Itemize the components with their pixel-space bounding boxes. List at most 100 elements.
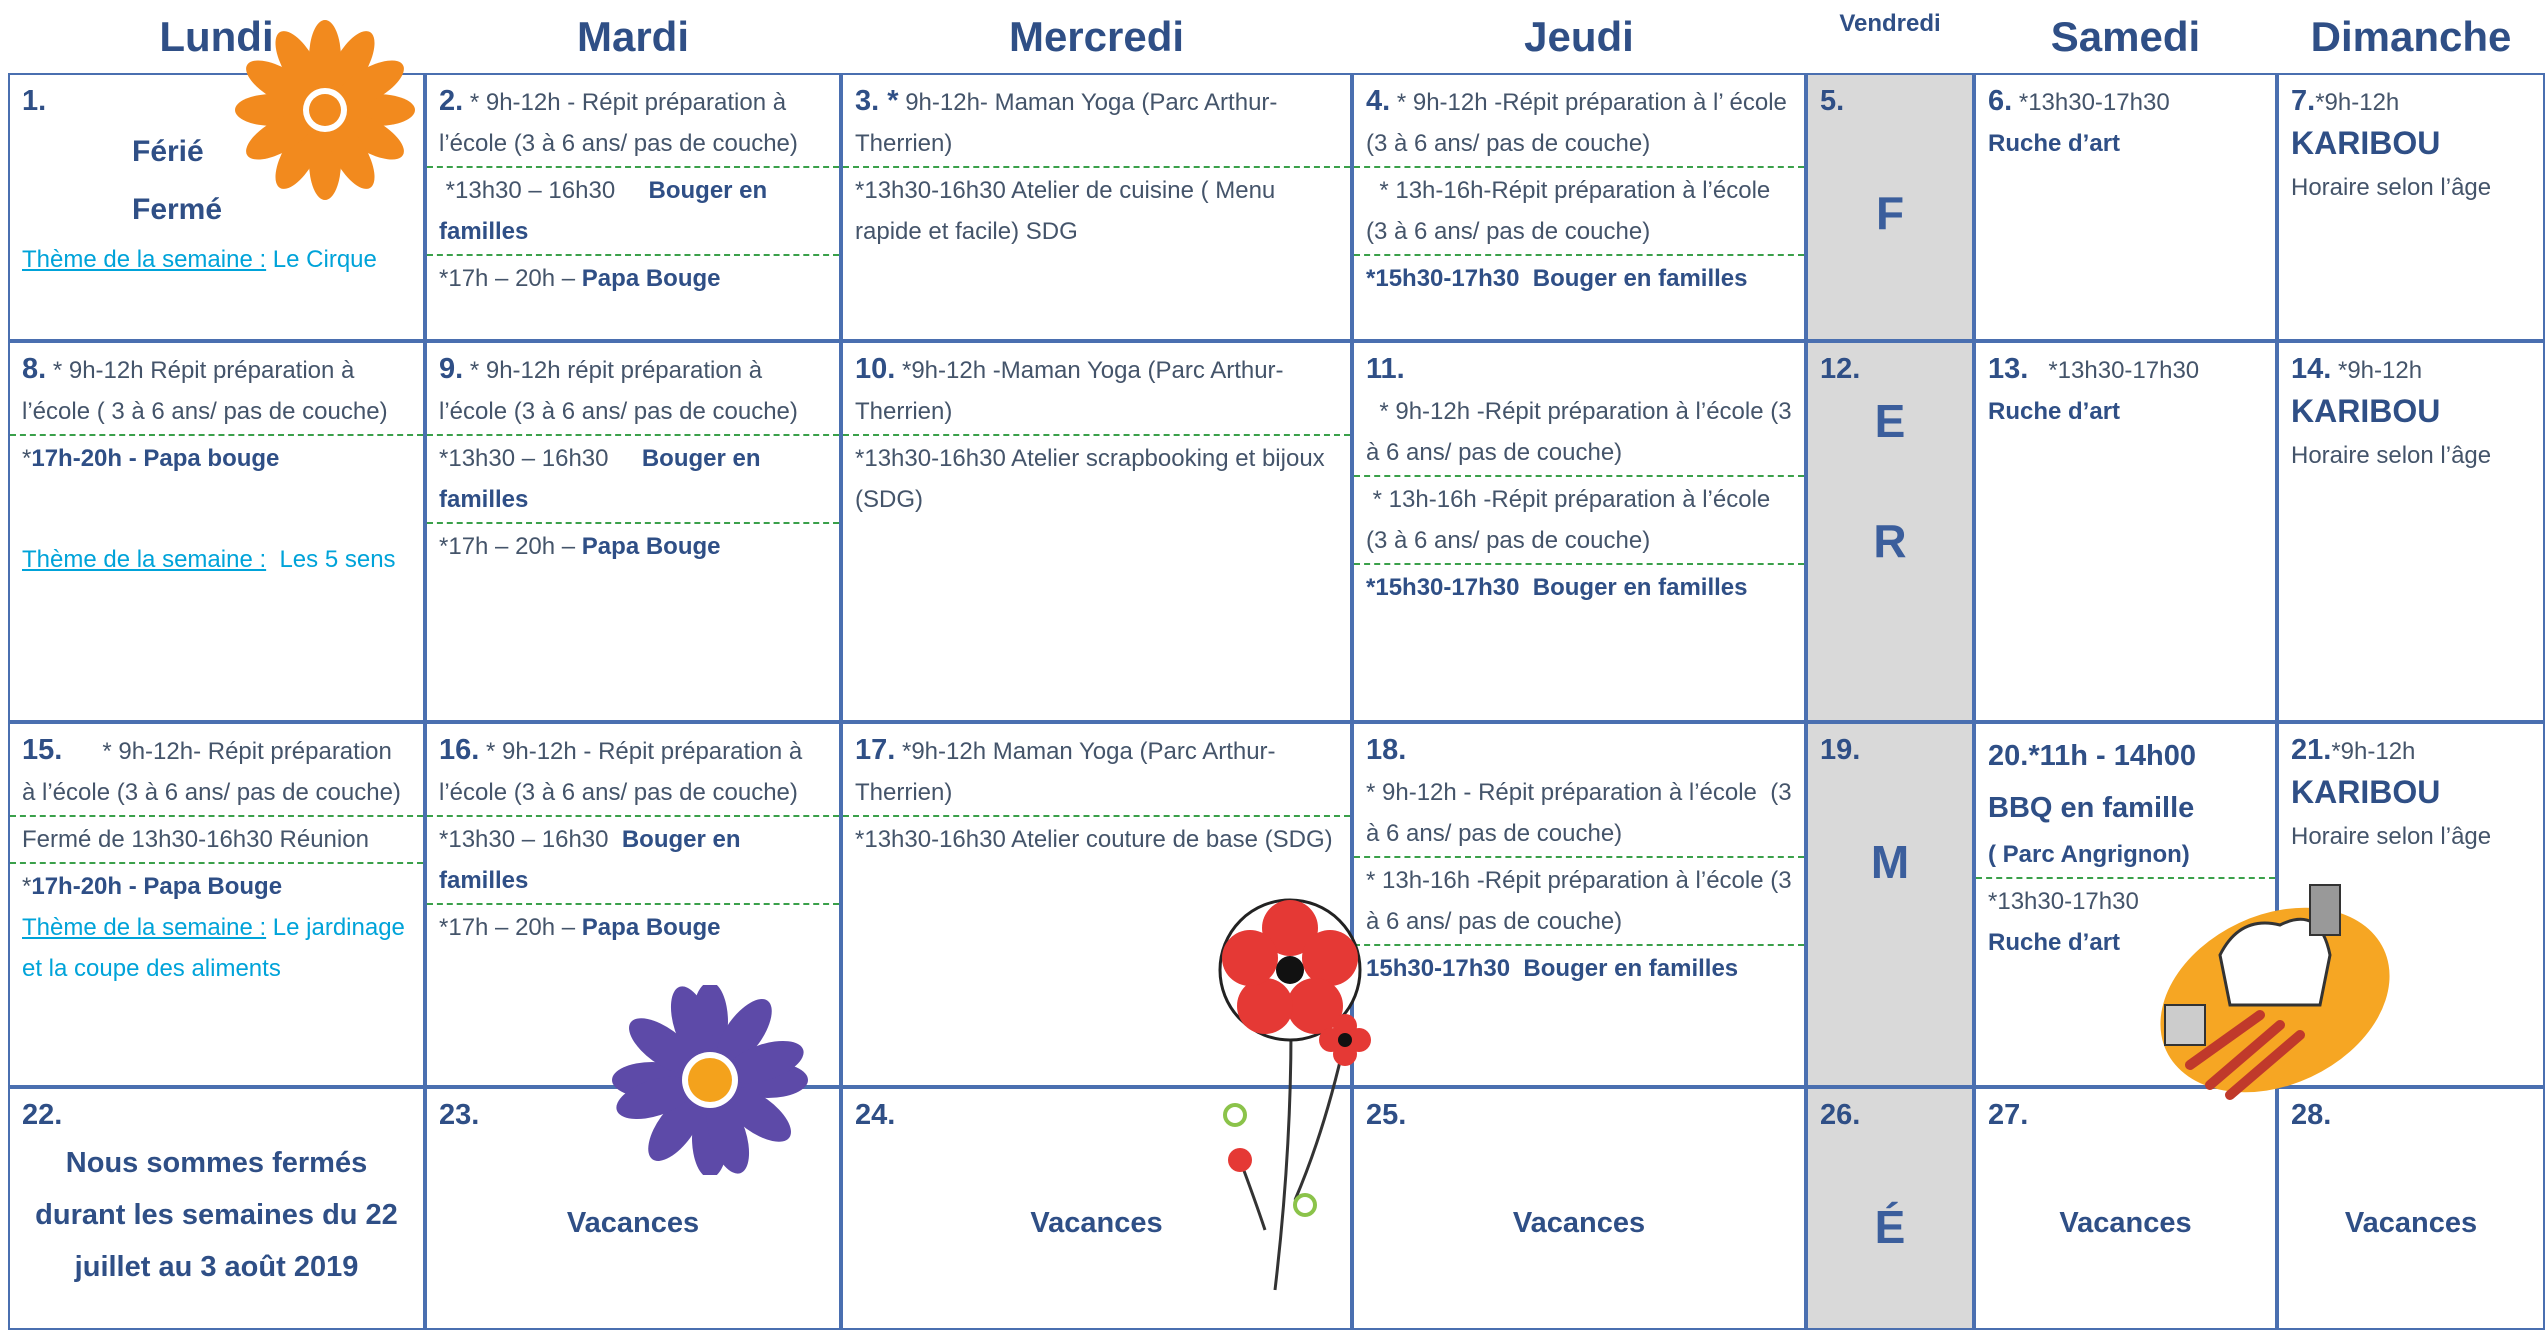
text-run: Vacances <box>2059 1207 2192 1239</box>
text-run: *9h-12h Maman Yoga (Parc Arthur-Therrien… <box>855 738 1276 806</box>
entry-text: *9h-12h <box>2315 89 2399 116</box>
text-run: F <box>1875 187 1905 239</box>
entry-text: Férié <box>22 123 411 181</box>
entry-text: ( Parc Angrignon) <box>1988 834 2263 875</box>
separator <box>427 903 839 905</box>
separator <box>10 434 423 436</box>
text-run: * 9h-12h Répit préparation à l’école ( 3… <box>22 357 388 425</box>
day-header: Mercredi <box>1008 12 1185 60</box>
text-run: R <box>1873 515 1907 567</box>
day-cell: 6. *13h30-17h30 Ruche d’art <box>1974 73 2277 341</box>
day-cell: 2. * 9h-12h - Répit préparation à l’écol… <box>425 73 841 341</box>
separator <box>427 815 839 817</box>
day-number: 22. <box>22 1099 63 1131</box>
entry-text: Horaire selon l’âge <box>2291 816 2531 857</box>
text-run: ( Parc Angrignon) <box>1988 841 2190 868</box>
text-run: Ruche d’art <box>1988 929 2121 956</box>
entry-text: F <box>1820 183 1960 243</box>
entry-text: *9h-12h <box>2331 738 2415 765</box>
entry-text: Vacances <box>439 1197 827 1249</box>
text-run: Papa Bouge <box>581 914 721 941</box>
text-run: *9h-12h <box>2331 357 2423 384</box>
day-header: Jeudi <box>1524 12 1634 60</box>
day-header: Vendredi <box>1839 10 1941 37</box>
separator <box>427 434 839 436</box>
entry-text: *17h – 20h – Papa Bouge <box>439 258 827 299</box>
text-run: Thème de la semaine : <box>22 246 267 273</box>
text-run: *9h-12h -Maman Yoga (Parc Arthur-Therrie… <box>855 357 1284 425</box>
day-cell: 22. Nous sommes fermés durant les semaine… <box>8 1087 425 1330</box>
day-number: 6. <box>1988 85 2013 117</box>
text-run: * <box>22 873 32 900</box>
day-cell: 1. Férié Fermé Thème de la semaine : Le Cir… <box>8 73 425 341</box>
day-number: 15. <box>22 734 63 766</box>
text-run: * 13h-16h -Répit préparation à l’école (… <box>1366 486 1777 554</box>
separator <box>10 815 423 817</box>
entry-text: *9h-12h -Maman Yoga (Parc Arthur-Therrie… <box>855 357 1284 425</box>
text-run: 9h-12h- Maman Yoga (Parc Arthur-Therrien… <box>855 89 1278 157</box>
text-run: *13h30-17h30 <box>1988 888 2139 915</box>
text-run: * 9h-12h -Répit préparation à l’ école (… <box>1366 89 1794 157</box>
day-number: 28. <box>2291 1099 2332 1131</box>
entry-text: * 13h-16h -Répit préparation à l’école (… <box>1366 479 1792 561</box>
entry-text: *11h - 14h00 <box>2028 740 2196 772</box>
entry-text: * 9h-12h Répit préparation à l’école ( 3… <box>22 357 388 425</box>
entry-text: *13h30 – 16h30 Bouger en familles <box>439 819 827 901</box>
separator <box>843 815 1350 817</box>
day-number: 11. <box>1366 353 1405 385</box>
entry-text: KARIBOU <box>2291 123 2531 167</box>
entry-text: * 9h-12h -Répit préparation à l’école (3… <box>1366 391 1792 473</box>
text-run: BBQ en famille <box>1988 792 2195 824</box>
day-number: 5. <box>1820 85 1845 117</box>
day-number: 20. <box>1988 740 2029 772</box>
text-run: 17h-20h - Papa bouge <box>31 445 280 472</box>
text-run: Vacances <box>2344 1207 2478 1239</box>
text-run: 17h-20h - Papa Bouge <box>31 873 283 900</box>
entry-text: *13h30 – 16h30 Bouger en familles <box>439 170 827 252</box>
entry-text: *13h30-17h30 <box>2028 357 2199 384</box>
entry-text: Fermé de 13h30-16h30 Réunion <box>22 819 411 860</box>
text-run: Bouger en familles <box>439 177 774 245</box>
entry-text: *17h-20h - Papa Bouge <box>22 866 411 907</box>
text-run: *13h30-16h30 Atelier scrapbooking et bij… <box>855 445 1332 513</box>
entry-text: *15h30-17h30 Bouger en familles <box>1366 258 1792 299</box>
entry-text: Thème de la semaine : Le Cirque <box>22 239 411 280</box>
separator <box>1976 877 2275 879</box>
day-number: 17. <box>855 734 896 766</box>
text-run: Vacances <box>1512 1207 1646 1239</box>
day-number: 2. <box>439 85 464 117</box>
text-run: * 9h-12h répit préparation à l’école (3 … <box>439 357 798 425</box>
text-run: *17h – 20h – <box>439 914 582 941</box>
entry-text: Ruche d’art <box>1988 123 2263 164</box>
entry-text: * 9h-12h répit préparation à l’école (3 … <box>439 357 798 425</box>
day-number: 26. <box>1820 1099 1861 1131</box>
entry-text: *9h-12h Maman Yoga (Parc Arthur-Therrien… <box>855 738 1276 806</box>
separator <box>1354 475 1804 477</box>
entry-text: Thème de la semaine : Le jardinage et la… <box>22 907 411 989</box>
entry-text: *13h30-16h30 Atelier de cuisine ( Menu r… <box>855 170 1338 252</box>
entry-text: Ruche d’art <box>1988 391 2263 432</box>
text-run: Bouger en familles <box>439 445 768 513</box>
day-number: 27. <box>1988 1099 2029 1131</box>
day-cell: 7.*9h-12h KARIBOU Horaire selon l’âge <box>2277 73 2545 341</box>
entry-text: Vacances <box>1366 1197 1792 1249</box>
day-header: Lundi <box>159 12 274 60</box>
text-run: *15h30-17h30 Bouger en familles <box>1366 265 1748 292</box>
entry-text: KARIBOU <box>2291 772 2531 816</box>
entry-text: É <box>1820 1197 1960 1257</box>
text-run: * 13h-16h-Répit préparation à l’école (3… <box>1366 177 1777 245</box>
text-run: Fermé de 13h30-16h30 Réunion <box>22 826 369 853</box>
day-cell: 23. Vacances <box>425 1087 841 1330</box>
text-run: Les 5 sens <box>266 546 396 573</box>
day-cell: 15. * 9h-12h- Répit préparation à l’écol… <box>8 722 425 1087</box>
entry-text: * 13h-16h -Répit préparation à l’école (… <box>1366 860 1792 942</box>
day-cell: 27. Vacances <box>1974 1087 2277 1330</box>
text-run: *13h30 – 16h30 <box>439 177 649 204</box>
entry-text: *13h30-16h30 Atelier scrapbooking et bij… <box>855 438 1338 520</box>
day-cell: 18. * 9h-12h - Répit préparation à l’écol… <box>1352 722 1806 1087</box>
text-run: É <box>1874 1201 1906 1253</box>
text-run: Horaire selon l’âge <box>2291 823 2492 850</box>
entry-text: Vacances <box>1988 1197 2263 1249</box>
text-run: * 9h-12h -Répit préparation à l’école (3… <box>1366 398 1799 466</box>
entry-text: * 9h-12h -Répit préparation à l’ école (… <box>1366 89 1794 157</box>
